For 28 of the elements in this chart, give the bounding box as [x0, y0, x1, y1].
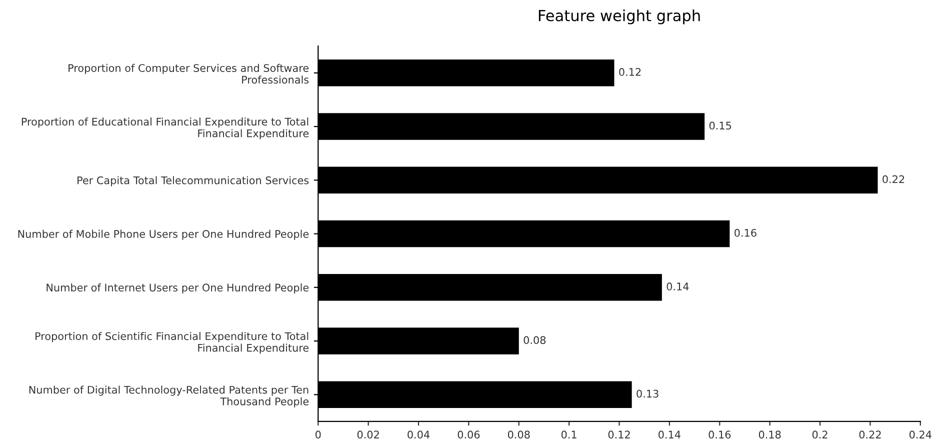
data-label: 0.12 [619, 68, 641, 76]
data-label: 0.22 [882, 175, 904, 184]
x-tick-label: 0.14 [658, 430, 680, 439]
data-label: 0.16 [734, 228, 756, 237]
x-tick-label: 0.12 [608, 430, 630, 439]
data-label: 0.14 [666, 282, 689, 290]
x-tick-label: 0.22 [859, 430, 881, 439]
x-tick-label: 0.04 [408, 430, 430, 439]
x-tick-label: 0.08 [508, 430, 530, 439]
x-tick-label: 0.2 [812, 430, 828, 439]
data-label: 0.13 [636, 390, 658, 398]
chart-title: Feature weight graph [538, 9, 700, 24]
y-tick-label: Proportion of Computer Services and Software Professionals [68, 64, 309, 84]
x-tick-label: 0 [316, 430, 321, 439]
y-tick-label: Per Capita Total Telecommunication Services [78, 176, 309, 186]
y-tick-label: Number of Digital Technology-Related Patents per Ten Thousand People [29, 386, 309, 408]
y-tick-label: Proportion of Educational Financial Expenditure to Total Financial Expenditure [22, 118, 309, 140]
y-tick-label: Proportion of Scientific Financial Expenditure to Total Financial Expenditure [36, 332, 309, 354]
y-tick-label: Number of Mobile Phone Users per One Hundred People [18, 230, 309, 240]
x-tick-label: 0.24 [909, 430, 932, 439]
x-tick-label: 0.16 [708, 430, 731, 439]
y-tick-label: Number of Internet Users per One Hundred People [46, 283, 309, 294]
data-label: 0.15 [709, 122, 732, 130]
x-tick-label: 0.1 [561, 430, 576, 439]
x-tick-label: 0.06 [458, 430, 480, 439]
x-tick-label: 0.02 [357, 430, 379, 439]
data-label: 0.08 [524, 336, 546, 344]
x-tick-label: 0.18 [758, 430, 781, 439]
